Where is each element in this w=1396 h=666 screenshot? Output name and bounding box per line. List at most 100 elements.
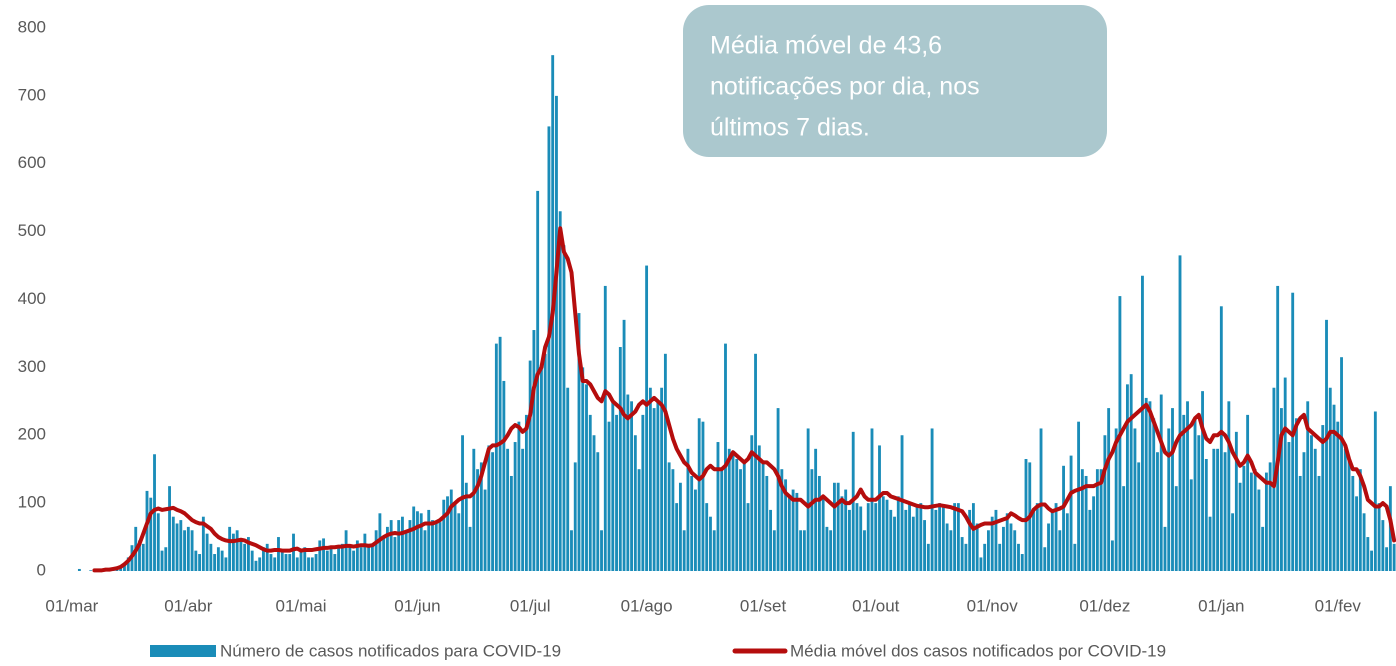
bar: [506, 448, 510, 571]
y-tick-label: 300: [18, 357, 46, 376]
bar: [923, 520, 927, 571]
bar: [626, 394, 630, 571]
bar: [615, 414, 618, 571]
bar: [190, 530, 194, 571]
bar: [367, 543, 371, 571]
bar: [1280, 408, 1283, 571]
bar: [637, 469, 641, 571]
bar: [622, 319, 626, 571]
bar: [716, 442, 720, 571]
bar: [307, 557, 310, 571]
bar: [1373, 411, 1377, 571]
bar: [709, 516, 712, 571]
bar: [979, 557, 983, 571]
bar: [915, 506, 919, 571]
bar: [1133, 428, 1137, 571]
bar: [247, 537, 250, 571]
bar: [656, 401, 660, 571]
bar: [175, 523, 179, 571]
bar: [825, 526, 829, 571]
bar: [1032, 509, 1035, 571]
x-tick-label: 01/jun: [394, 596, 440, 615]
bar: [885, 499, 889, 571]
bar: [239, 540, 243, 571]
bar: [382, 537, 386, 571]
bar: [457, 513, 461, 571]
bar: [814, 448, 818, 571]
bar: [1062, 465, 1065, 571]
bar: [712, 530, 716, 571]
bar: [570, 530, 573, 571]
bar: [675, 503, 679, 571]
bar: [791, 489, 795, 571]
x-tick-label: 01/set: [740, 596, 787, 615]
bar: [705, 503, 709, 571]
bar: [960, 537, 964, 571]
bar: [337, 547, 341, 571]
bar: [919, 503, 923, 571]
bar: [863, 530, 866, 571]
bar: [1257, 489, 1261, 571]
bar: [720, 469, 724, 571]
bar: [453, 503, 457, 571]
bar: [348, 547, 352, 571]
bar: [423, 530, 427, 571]
annotation-text: últimos 7 dias.: [710, 114, 870, 142]
bar: [577, 313, 581, 571]
annotation-text: Média móvel de 43,6: [710, 32, 942, 60]
bar: [344, 530, 348, 571]
bar: [761, 462, 765, 571]
bar: [581, 367, 585, 571]
bar: [1035, 503, 1039, 571]
bar: [844, 489, 848, 571]
bar: [998, 543, 1002, 571]
bar: [303, 547, 307, 571]
bar: [750, 435, 754, 571]
bar: [701, 421, 705, 571]
bar: [521, 448, 525, 571]
bar: [1047, 523, 1050, 571]
bar: [374, 530, 378, 571]
bar: [412, 506, 416, 571]
bar: [442, 499, 446, 571]
bar: [776, 408, 780, 571]
bar: [990, 516, 994, 571]
x-tick-label: 01/dez: [1079, 596, 1130, 615]
bar: [389, 520, 393, 571]
bar: [1095, 469, 1099, 571]
bar: [573, 462, 577, 571]
bar: [183, 530, 186, 571]
bar: [829, 530, 833, 571]
bar: [216, 547, 220, 571]
y-tick-label: 100: [18, 493, 46, 512]
bar: [201, 516, 205, 571]
bar: [1317, 475, 1321, 571]
bar: [524, 414, 528, 571]
bar: [1268, 462, 1272, 571]
bar: [1249, 472, 1253, 571]
x-tick-label: 01/fev: [1315, 596, 1362, 615]
bar: [472, 448, 476, 571]
bar: [329, 547, 333, 571]
bar: [1058, 530, 1062, 571]
bar: [1137, 462, 1141, 571]
bar: [1261, 526, 1265, 571]
bar: [1366, 537, 1370, 571]
bar: [1321, 425, 1325, 571]
bar: [416, 511, 419, 571]
bar: [1099, 469, 1103, 571]
bar: [509, 475, 513, 571]
bar: [265, 543, 269, 571]
bar: [464, 482, 468, 571]
bar: [194, 550, 198, 571]
bar: [1013, 530, 1017, 571]
bar: [772, 530, 776, 571]
bar: [220, 550, 224, 571]
bar: [893, 516, 896, 571]
bar: [126, 557, 130, 571]
bar: [1347, 459, 1351, 571]
bar: [1310, 435, 1313, 571]
bar: [483, 489, 487, 571]
bar: [1043, 547, 1047, 571]
bar: [1152, 418, 1156, 571]
